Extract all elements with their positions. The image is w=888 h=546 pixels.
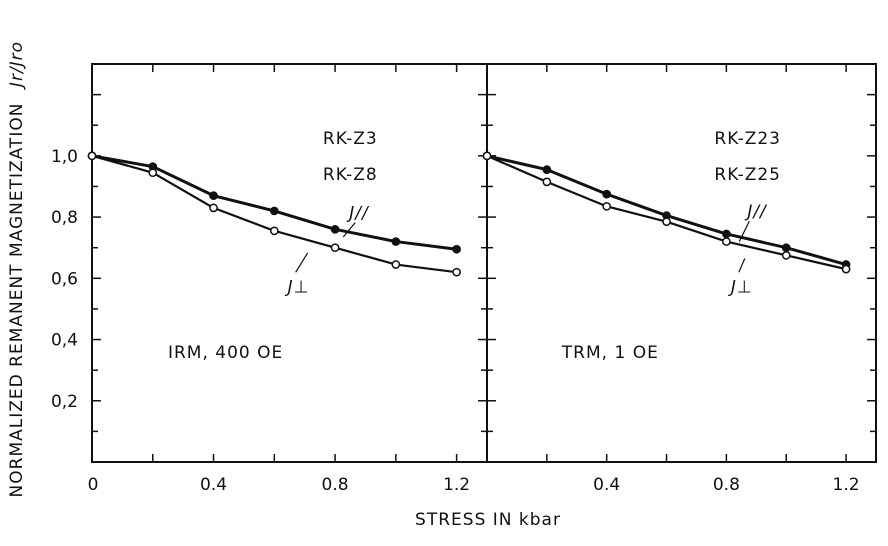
data-point — [542, 165, 552, 174]
y-tick-label: 0,2 — [51, 392, 78, 412]
data-point — [602, 189, 612, 199]
series-label-perpendicular: J⊥ — [728, 277, 753, 297]
data-point — [148, 168, 158, 178]
data-point — [722, 229, 731, 239]
data-point — [542, 177, 552, 187]
sample-label: RK-Z25 — [714, 165, 781, 185]
data-point — [391, 260, 401, 269]
y-tick-label: 0,6 — [51, 269, 78, 289]
x-tick-label: 0.4 — [593, 475, 620, 495]
data-point — [330, 243, 340, 253]
x-tick-label: 0.8 — [322, 475, 349, 495]
x-axis-title: STRESS IN kbar — [415, 510, 561, 530]
x-tick-label: 0.4 — [200, 475, 227, 495]
y-axis-symbol: Jr/Jro — [7, 41, 27, 90]
data-point — [87, 151, 97, 161]
series-label-perpendicular: J⊥ — [285, 277, 310, 297]
data-point — [781, 250, 791, 260]
data-point — [452, 244, 461, 254]
x-tick-label: 0.8 — [713, 475, 740, 495]
data-point — [209, 203, 218, 213]
data-point — [330, 224, 340, 234]
data-point — [452, 267, 461, 277]
data-point — [482, 151, 492, 161]
panel-right: 0.4 0.8 1.2 RK-Z23 RK-Z25 TRM, 1 OE J// J⊥ — [482, 63, 877, 495]
series-line — [486, 154, 847, 266]
data-point — [391, 237, 401, 246]
data-point — [662, 217, 671, 227]
sample-label: RK-Z8 — [323, 165, 378, 185]
y-tick-labels: 0,2 0,4 0,6 0,8 1,0 — [51, 147, 78, 412]
series-leader-line — [738, 258, 746, 273]
y-axis-title: NORMALIZED REMANENT MAGNETIZATION — [7, 103, 27, 498]
series-label-parallel: J// — [346, 204, 370, 224]
data-point — [209, 191, 218, 200]
x-tick-label: 1.2 — [443, 475, 470, 495]
data-point — [841, 264, 851, 274]
y-tick-label: 0,4 — [51, 331, 78, 351]
series-leader-line — [738, 220, 750, 242]
sample-label: RK-Z3 — [323, 129, 378, 149]
data-point — [269, 206, 279, 216]
y-tick-label: 1,0 — [51, 147, 78, 167]
y-tick-label: 0,8 — [51, 208, 78, 228]
series-line — [91, 154, 457, 251]
sample-label: RK-Z23 — [714, 129, 781, 149]
condition-label: TRM, 1 OE — [561, 343, 659, 363]
data-point — [722, 237, 731, 246]
panel-left: 0.4 0.8 1.2 RK-Z3 RK-Z8 IRM, 400 OE J// J⊥ — [87, 63, 488, 495]
x-tick-label: 1.2 — [833, 475, 860, 495]
panel-frame — [91, 63, 488, 463]
y-tick-label-zero: 0 — [88, 475, 99, 495]
series-leader-line — [295, 252, 309, 273]
condition-label: IRM, 400 OE — [168, 343, 283, 363]
data-point — [602, 202, 612, 211]
series-label-parallel: J// — [744, 202, 768, 222]
series-leader-line — [342, 222, 356, 238]
data-point — [269, 226, 279, 236]
panel-frame — [486, 63, 877, 463]
data-point — [781, 243, 791, 253]
